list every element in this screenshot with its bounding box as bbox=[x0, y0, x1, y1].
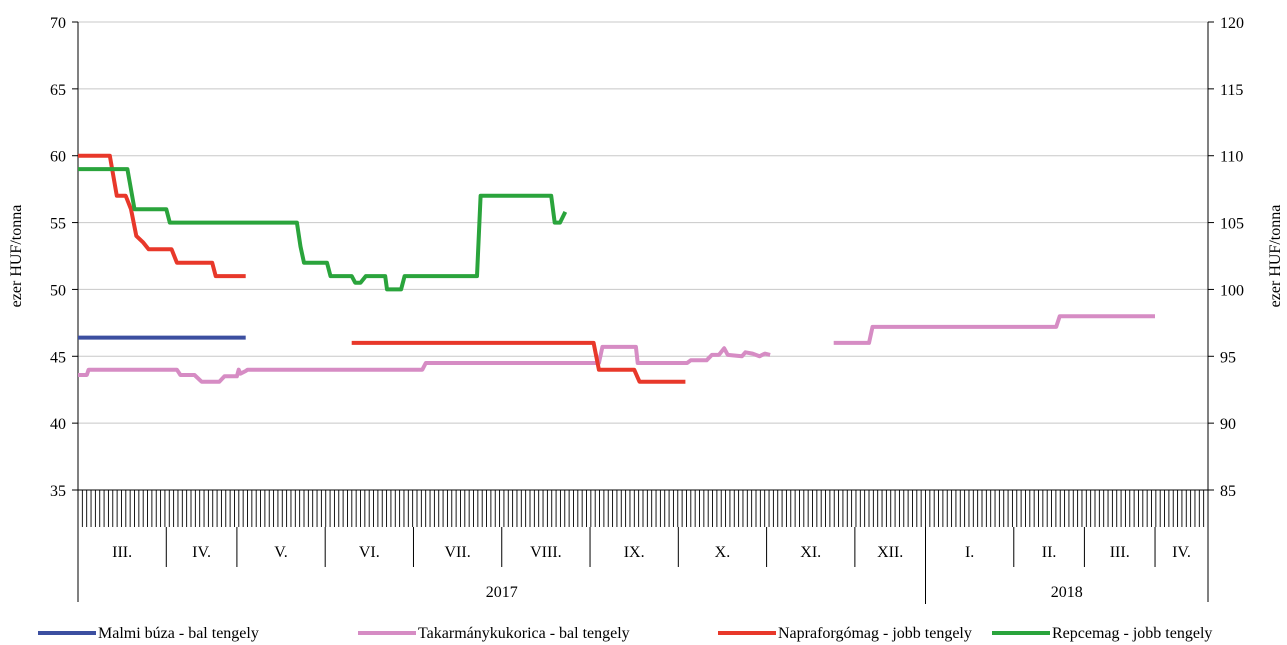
right-tick-label: 120 bbox=[1220, 15, 1244, 32]
month-labels: III. IV. V. VI. VII. VIII. IX. X. XI. XII. I. II. II… bbox=[112, 527, 1191, 567]
month-label: III. bbox=[112, 544, 132, 561]
week-tick-marks bbox=[77, 490, 1209, 527]
month-label: IV. bbox=[1172, 544, 1191, 561]
month-label: VII. bbox=[445, 544, 471, 561]
series-line bbox=[351, 340, 686, 384]
right-tick-label: 105 bbox=[1220, 216, 1244, 233]
right-tick-label: 85 bbox=[1220, 483, 1236, 500]
left-tick-label: 70 bbox=[50, 15, 66, 32]
left-tick-label: 65 bbox=[50, 82, 66, 99]
legend-label: Malmi búza - bal tengely bbox=[98, 625, 259, 642]
month-label: IX. bbox=[624, 544, 645, 561]
left-tick-label: 40 bbox=[50, 416, 66, 433]
legend: Malmi búza - bal tengely Takarmánykukoric… bbox=[38, 625, 1212, 642]
month-label: I. bbox=[965, 544, 974, 561]
month-label: II. bbox=[1042, 544, 1057, 561]
legend-label: Repcemag - jobb tengely bbox=[1052, 625, 1212, 642]
left-axis-ticks: 35 40 45 50 55 60 65 70 bbox=[50, 15, 78, 500]
legend-label: Napraforgómag - jobb tengely bbox=[778, 625, 972, 642]
month-label: V. bbox=[274, 544, 288, 561]
year-labels: 2017 2018 bbox=[486, 527, 1083, 604]
month-label: IV. bbox=[192, 544, 211, 561]
left-tick-label: 35 bbox=[50, 483, 66, 500]
month-label: VI. bbox=[359, 544, 380, 561]
right-tick-label: 100 bbox=[1220, 282, 1244, 299]
series-line bbox=[833, 314, 1155, 345]
month-label: XII. bbox=[877, 544, 903, 561]
right-tick-label: 90 bbox=[1220, 416, 1236, 433]
left-tick-label: 50 bbox=[50, 282, 66, 299]
month-label: VIII. bbox=[530, 544, 562, 561]
right-tick-label: 115 bbox=[1220, 82, 1243, 99]
month-label: III. bbox=[1110, 544, 1130, 561]
legend-label: Takarmánykukorica - bal tengely bbox=[418, 625, 630, 642]
left-tick-label: 45 bbox=[50, 349, 66, 366]
series-line bbox=[78, 167, 568, 292]
year-label: 2017 bbox=[486, 584, 518, 601]
right-tick-label: 110 bbox=[1220, 149, 1243, 166]
month-label: X. bbox=[715, 544, 731, 561]
left-axis-title: ezer HUF/tonna bbox=[8, 205, 25, 308]
series-lines bbox=[78, 153, 1155, 384]
year-label: 2018 bbox=[1051, 584, 1083, 601]
right-tick-label: 95 bbox=[1220, 349, 1236, 366]
month-label: XI. bbox=[800, 544, 821, 561]
right-axis-title: ezer HUF/tonna bbox=[1267, 205, 1284, 308]
series-line bbox=[78, 153, 246, 279]
left-tick-label: 55 bbox=[50, 216, 66, 233]
right-axis-ticks: 85 90 95 100 105 110 115 120 bbox=[1208, 15, 1244, 500]
left-tick-label: 60 bbox=[50, 149, 66, 166]
series-line bbox=[78, 344, 771, 384]
